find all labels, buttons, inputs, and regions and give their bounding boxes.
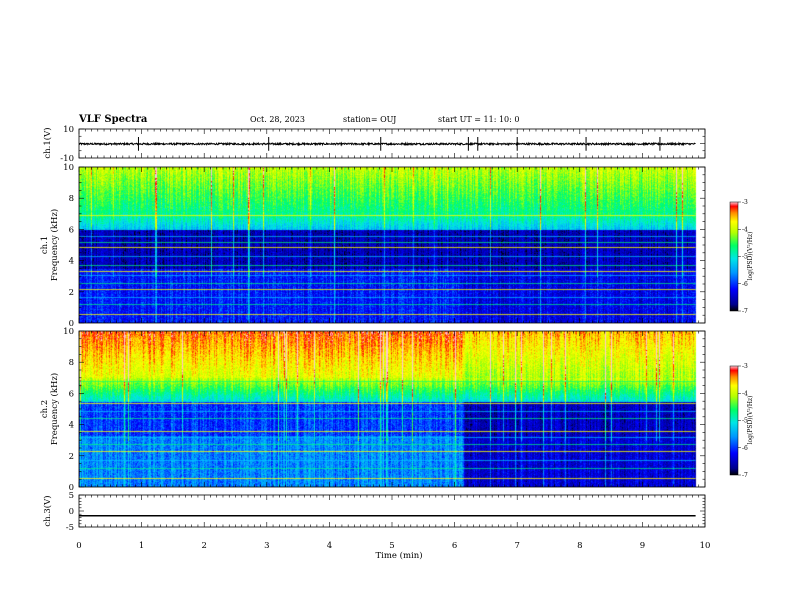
ch1-waveform-line — [79, 136, 696, 151]
x-tick-label: 7 — [514, 541, 519, 551]
panel-ch3-waveform: 5 0 -5 ch.3(V) — [42, 491, 706, 533]
colorbar-tick-label: -5 — [742, 418, 748, 425]
ch2-colorbar-label: log(PSD)(V²/Hz) — [747, 396, 754, 445]
ch1-colorbar-ticks: -3 -4 -5 -6 -7 — [738, 199, 748, 315]
frequency-tick-label: 0 — [69, 483, 74, 493]
ch2-colorbar — [729, 365, 739, 476]
ch1-colorbar — [729, 201, 739, 312]
x-tick-label: 0 — [76, 541, 81, 551]
x-tick-label: 1 — [139, 541, 144, 551]
figure-title: VLF Spectra — [78, 114, 148, 125]
colorbar-tick-label: -3 — [742, 363, 748, 370]
x-axis-label: Time (min) — [375, 550, 422, 561]
ch1-channel-label: ch.1 — [40, 236, 50, 254]
colorbar-tick-label: -6 — [742, 281, 748, 288]
ch1-spectrogram-axis-ticks — [78, 166, 706, 324]
station-label: station= OUJ — [343, 115, 396, 124]
x-axis-tick-labels: 0 1 2 3 4 5 6 7 8 9 10 — [76, 541, 710, 551]
ch3-y-axis-label: ch.3(V) — [42, 495, 53, 526]
panel-ch1-waveform: 10 -10 ch.1(V) — [42, 125, 706, 164]
frequency-tick-label: 6 — [69, 389, 74, 399]
x-tick-label: 5 — [389, 541, 394, 551]
x-tick-label: 8 — [577, 541, 582, 551]
ch1-frequency-axis-label: Frequency (kHz) — [49, 209, 60, 281]
ch3-ytick-labels: 5 0 -5 — [66, 491, 74, 533]
colorbar-tick-label: -6 — [742, 445, 748, 452]
frequency-tick-label: 4 — [69, 421, 74, 431]
ch3-ytick-label: 0 — [69, 507, 74, 517]
ch2-frequency-tick-labels: 0 2 4 6 8 10 — [63, 327, 74, 493]
ch3-ytick-label: -5 — [66, 523, 74, 533]
colorbar-tick-label: -7 — [742, 472, 748, 479]
ch1-colorbar-label: log(PSD)(V²/Hz) — [747, 232, 754, 281]
frequency-tick-label: 4 — [69, 257, 74, 267]
ch1-axis-ticks — [78, 128, 706, 159]
ch2-spectrogram-axis-ticks — [78, 330, 706, 488]
frequency-tick-label: 2 — [69, 288, 74, 298]
frequency-tick-label: 10 — [63, 163, 74, 173]
x-tick-label: 2 — [201, 541, 206, 551]
ch3-axis-ticks — [78, 494, 706, 528]
colorbar-tick-label: -4 — [742, 390, 748, 397]
colorbar-tick-label: -5 — [742, 254, 748, 261]
colorbar-tick-label: -7 — [742, 308, 748, 315]
ch2-colorbar-ticks: -3 -4 -5 -6 -7 — [738, 363, 748, 479]
x-tick-label: 10 — [700, 541, 711, 551]
ch2-spectrogram-heatmap — [79, 331, 705, 487]
ch2-channel-label: ch.2 — [40, 400, 50, 418]
ch1-frequency-tick-labels: 0 2 4 6 8 10 — [63, 163, 74, 329]
frequency-tick-label: 10 — [63, 327, 74, 337]
frequency-tick-label: 2 — [69, 452, 74, 462]
frequency-tick-label: 6 — [69, 225, 74, 235]
ch1-y-axis-label: ch.1(V) — [42, 127, 53, 158]
start-time-label: start UT = 11: 10: 0 — [438, 115, 519, 124]
frequency-tick-label: 0 — [69, 319, 74, 329]
x-tick-label: 9 — [640, 541, 645, 551]
frequency-tick-label: 8 — [69, 358, 74, 368]
colorbar-tick-label: -3 — [742, 199, 748, 206]
x-tick-label: 6 — [452, 541, 457, 551]
frequency-tick-label: 8 — [69, 194, 74, 204]
date-label: Oct. 28, 2023 — [250, 115, 305, 124]
ch1-ytick-label: -10 — [60, 154, 74, 164]
ch3-ytick-label: 5 — [69, 491, 74, 501]
x-tick-label: 4 — [327, 541, 332, 551]
x-tick-label: 3 — [264, 541, 269, 551]
ch1-ytick-label: 10 — [63, 125, 74, 135]
colorbar-tick-label: -4 — [742, 226, 748, 233]
ch2-frequency-axis-label: Frequency (kHz) — [49, 373, 60, 445]
ch1-spectrogram-heatmap — [79, 167, 705, 323]
